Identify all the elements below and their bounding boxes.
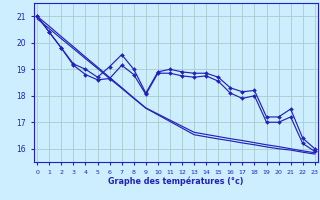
- X-axis label: Graphe des températures (°c): Graphe des températures (°c): [108, 176, 244, 186]
